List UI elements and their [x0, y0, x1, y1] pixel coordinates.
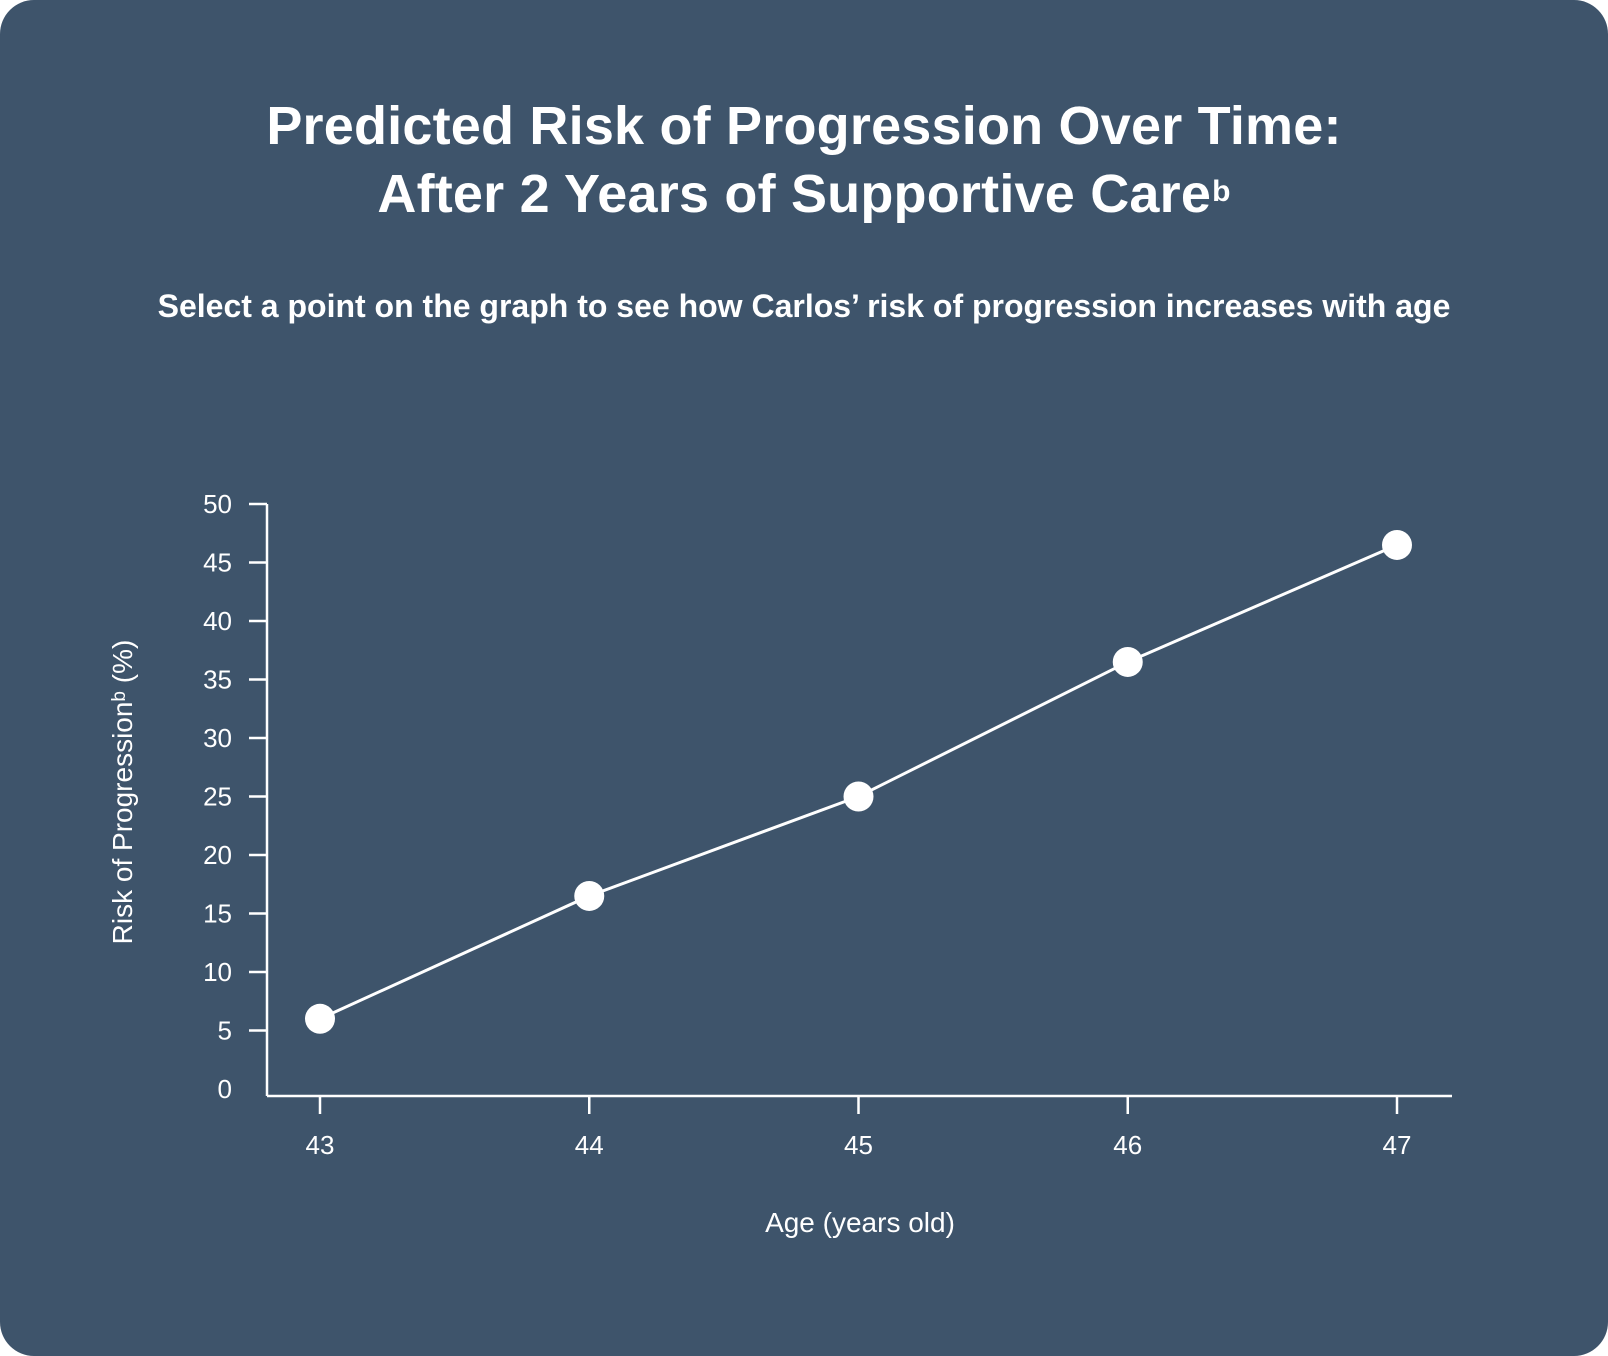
chart-subtitle: Select a point on the graph to see how C… [157, 288, 1451, 324]
x-axis-title: Age (years old) [765, 1207, 955, 1238]
data-point-age-46[interactable] [1112, 646, 1143, 677]
y-tick-label: 40 [203, 606, 232, 636]
y-tick-label: 30 [203, 723, 232, 753]
y-tick-label: 15 [203, 899, 232, 929]
y-tick-label: 25 [203, 782, 232, 812]
y-tick-label: 45 [203, 548, 232, 578]
x-tick-label: 43 [306, 1130, 335, 1160]
data-point-age-45[interactable] [843, 781, 874, 812]
title-superscript: b [1212, 175, 1231, 208]
title-line-2-text: After 2 Years of Supportive Care [377, 164, 1212, 224]
data-point-age-47[interactable] [1382, 529, 1412, 560]
x-axis-ticks: 43 44 45 46 47 [306, 1096, 1412, 1160]
y-tick-label: 5 [218, 1016, 232, 1046]
data-point-age-44[interactable] [574, 880, 605, 911]
chart-title: Predicted Risk of Progression Over Time:… [0, 92, 1608, 228]
x-tick-label: 44 [575, 1130, 604, 1160]
y-axis-title: Risk of Progressionᵇ (%) [107, 640, 138, 945]
title-line-2: After 2 Years of Supportive Careb [0, 160, 1608, 228]
y-axis-ticks: 0 5 10 15 20 25 30 35 40 45 50 [203, 489, 267, 1104]
y-tick-label: 50 [203, 489, 232, 519]
x-tick-label: 45 [844, 1130, 873, 1160]
x-tick-label: 46 [1113, 1130, 1142, 1160]
data-point-age-43[interactable] [305, 1003, 335, 1034]
y-tick-label: 0 [218, 1074, 232, 1104]
y-tick-label: 10 [203, 957, 232, 987]
y-tick-label: 20 [203, 840, 232, 870]
y-tick-label: 35 [203, 665, 232, 695]
x-tick-label: 47 [1383, 1130, 1412, 1160]
data-points [305, 529, 1412, 1034]
title-line-1: Predicted Risk of Progression Over Time: [266, 96, 1342, 156]
